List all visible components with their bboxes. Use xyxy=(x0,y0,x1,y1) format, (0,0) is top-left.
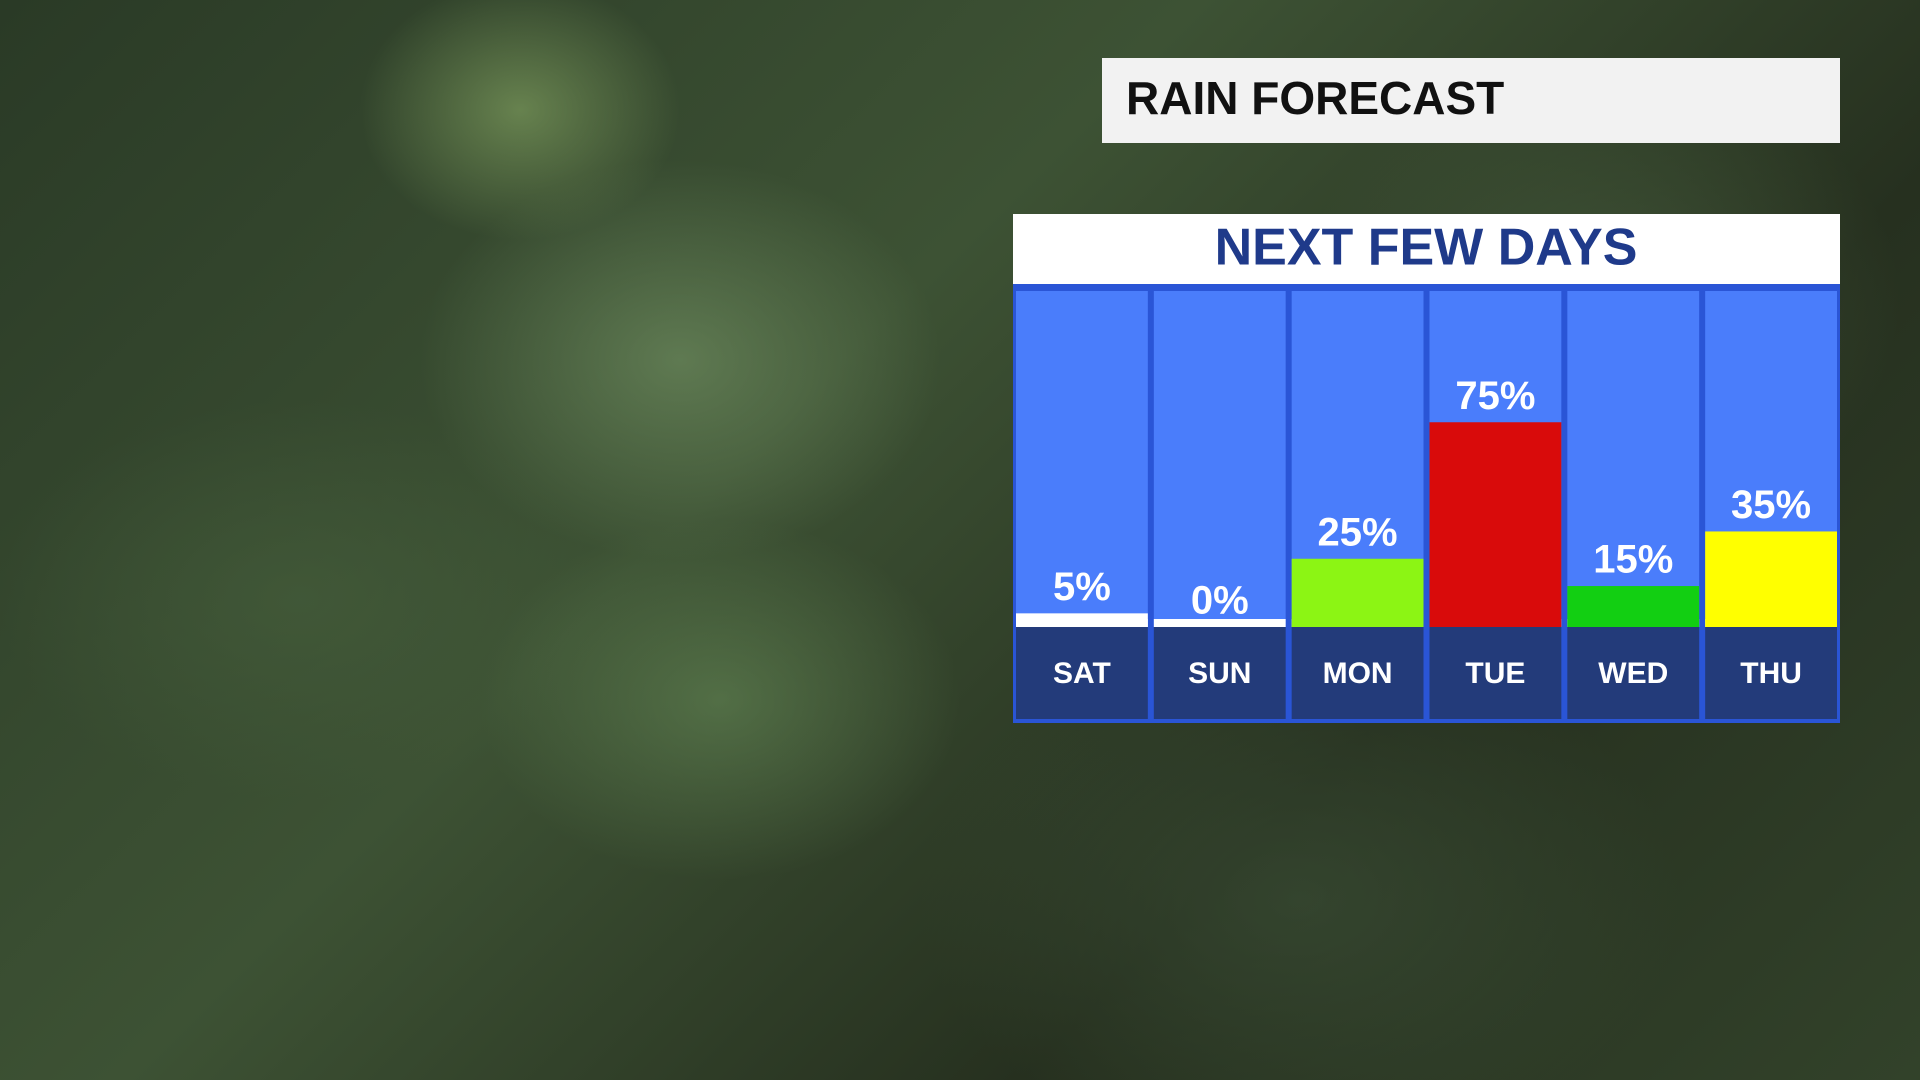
x-tick-label: SUN xyxy=(1188,657,1251,690)
panel xyxy=(1013,214,1840,723)
bar xyxy=(1429,422,1562,627)
data-label: 15% xyxy=(1593,538,1673,582)
x-tick-label: THU xyxy=(1740,657,1802,690)
baseline-strip xyxy=(1153,619,1286,627)
bar xyxy=(1567,586,1700,627)
title-box xyxy=(1013,214,1840,284)
data-label: 5% xyxy=(1053,565,1111,609)
day-box xyxy=(1429,627,1562,719)
day-box xyxy=(1705,627,1837,719)
x-tick-label: SAT xyxy=(1053,657,1111,690)
data-label: 0% xyxy=(1191,579,1249,623)
column xyxy=(1153,291,1286,627)
heading: RAIN FORECAST xyxy=(1126,72,1504,124)
day-box xyxy=(1016,627,1148,719)
data-label: 75% xyxy=(1455,374,1535,418)
bar xyxy=(1705,531,1837,627)
x-tick-label: WED xyxy=(1598,657,1668,690)
column xyxy=(1016,291,1148,627)
x-tick-label: TUE xyxy=(1465,657,1525,690)
chart-title: NEXT FEW DAYS xyxy=(1215,219,1638,277)
day-box xyxy=(1291,627,1424,719)
bar xyxy=(1291,558,1424,627)
heading-box xyxy=(1102,58,1840,143)
data-label: 35% xyxy=(1731,483,1811,527)
day-box xyxy=(1153,627,1286,719)
x-tick-label: MON xyxy=(1323,657,1393,690)
day-box xyxy=(1567,627,1700,719)
bar xyxy=(1016,613,1148,627)
data-label: 25% xyxy=(1318,510,1398,554)
column xyxy=(1567,291,1700,627)
